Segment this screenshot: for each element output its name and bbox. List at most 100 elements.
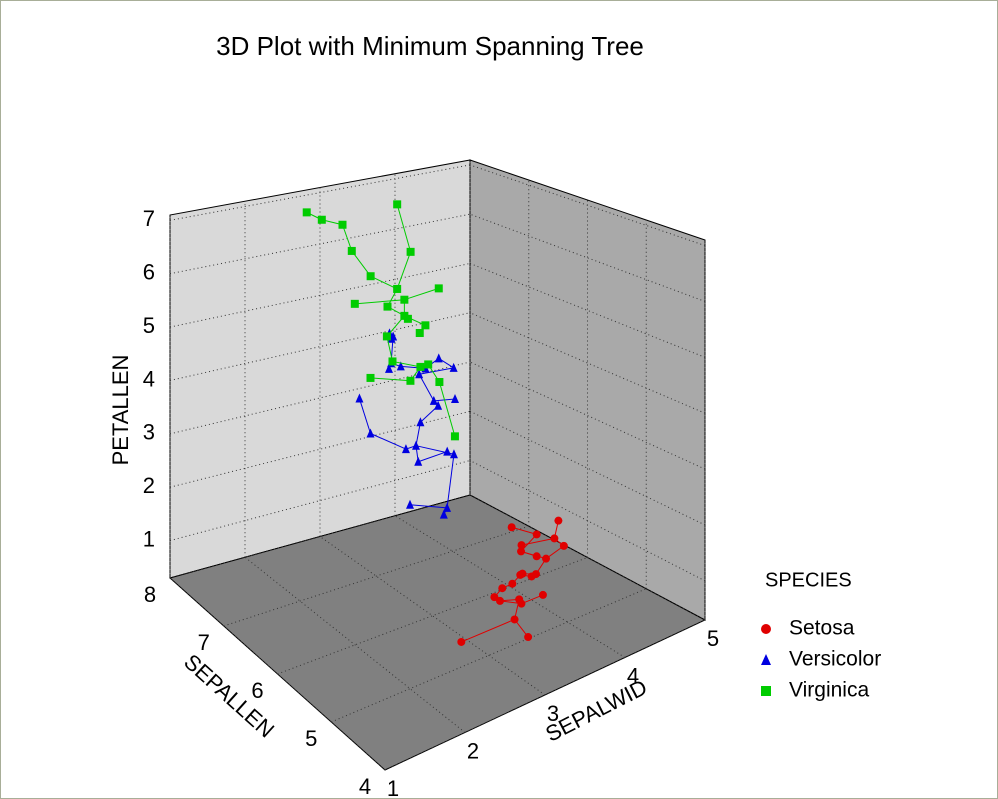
point <box>400 295 409 304</box>
x-tick-label: 2 <box>467 738 479 763</box>
y-tick-label: 8 <box>144 582 156 607</box>
y-tick-label: 7 <box>198 630 210 655</box>
point <box>490 593 499 602</box>
legend-label: Versicolor <box>789 648 881 671</box>
point <box>429 395 438 405</box>
grid-line <box>469 213 706 302</box>
legend-label: Virginica <box>789 679 869 702</box>
grid-line <box>384 619 706 771</box>
point <box>424 360 433 369</box>
plot-box <box>168 159 707 771</box>
point <box>406 376 415 385</box>
point <box>510 615 519 624</box>
y-tick-label: 5 <box>305 726 317 751</box>
point <box>524 633 533 642</box>
z-tick-label: 2 <box>143 473 155 498</box>
legend-title: SPECIES <box>765 569 852 591</box>
x-tick-label: 3 <box>547 701 559 726</box>
point <box>498 584 507 593</box>
point <box>338 220 347 229</box>
point <box>421 321 430 330</box>
point <box>389 331 398 341</box>
mst-edge <box>370 433 407 450</box>
mst-edge <box>404 287 439 301</box>
point <box>434 400 443 410</box>
point <box>449 362 458 372</box>
grid-line <box>244 556 466 733</box>
mst-edge <box>370 377 411 382</box>
grid-line <box>469 312 706 414</box>
point <box>406 247 415 256</box>
z-tick-label: 5 <box>143 313 155 338</box>
point <box>538 590 547 599</box>
point <box>396 361 405 371</box>
mst-edge <box>446 454 455 508</box>
point <box>400 311 409 320</box>
x-tick-label: 5 <box>707 626 719 651</box>
mst-edge <box>358 398 371 434</box>
mst-edge <box>418 373 435 402</box>
z-tick-label: 3 <box>143 420 155 445</box>
point <box>450 432 459 441</box>
grid-line <box>169 312 471 381</box>
point <box>434 353 443 363</box>
x-tick-label: 4 <box>627 663 639 688</box>
grid-line <box>469 164 706 247</box>
point <box>451 393 459 403</box>
point <box>388 357 397 366</box>
z-axis-title: PETALLEN <box>108 355 133 466</box>
point <box>393 200 402 209</box>
point <box>449 449 458 459</box>
z-tick-label: 4 <box>143 366 155 391</box>
mst-edge <box>386 336 393 362</box>
mst-edge <box>418 451 448 463</box>
mst-edge <box>438 381 456 437</box>
point <box>393 284 402 293</box>
mst-edge <box>461 618 515 643</box>
point <box>515 595 524 604</box>
point <box>415 329 424 338</box>
legend-label: Setosa <box>789 617 855 640</box>
legend-marker <box>761 686 771 696</box>
point <box>382 332 391 341</box>
point <box>443 502 452 512</box>
point <box>347 246 356 255</box>
point <box>412 440 420 450</box>
legend-marker <box>761 654 771 665</box>
point <box>554 516 563 525</box>
mst-edge <box>419 367 454 375</box>
point <box>434 284 443 293</box>
point <box>401 444 410 454</box>
mst-edge <box>396 204 412 252</box>
grid-line <box>169 164 471 221</box>
mst-edge <box>511 526 537 535</box>
point <box>508 579 517 588</box>
point <box>443 446 452 456</box>
point <box>550 534 559 543</box>
point <box>385 363 393 373</box>
point <box>350 299 359 308</box>
point <box>532 530 541 539</box>
point <box>496 596 504 605</box>
point <box>355 393 364 403</box>
mst-edge <box>409 504 448 509</box>
grid-line <box>469 494 706 621</box>
point <box>457 637 466 646</box>
point <box>435 378 444 387</box>
point <box>507 523 516 532</box>
mst-edge <box>370 275 398 290</box>
point <box>517 541 526 550</box>
point <box>542 554 551 563</box>
chart-title: 3D Plot with Minimum Spanning Tree <box>216 31 644 61</box>
point <box>532 552 541 561</box>
point <box>366 428 375 438</box>
z-tick-label: 1 <box>143 526 155 551</box>
point <box>302 208 311 217</box>
y-tick-label: 4 <box>359 774 371 799</box>
point <box>415 369 424 379</box>
point <box>517 547 526 556</box>
mst-edge <box>342 224 353 252</box>
point <box>416 362 425 371</box>
